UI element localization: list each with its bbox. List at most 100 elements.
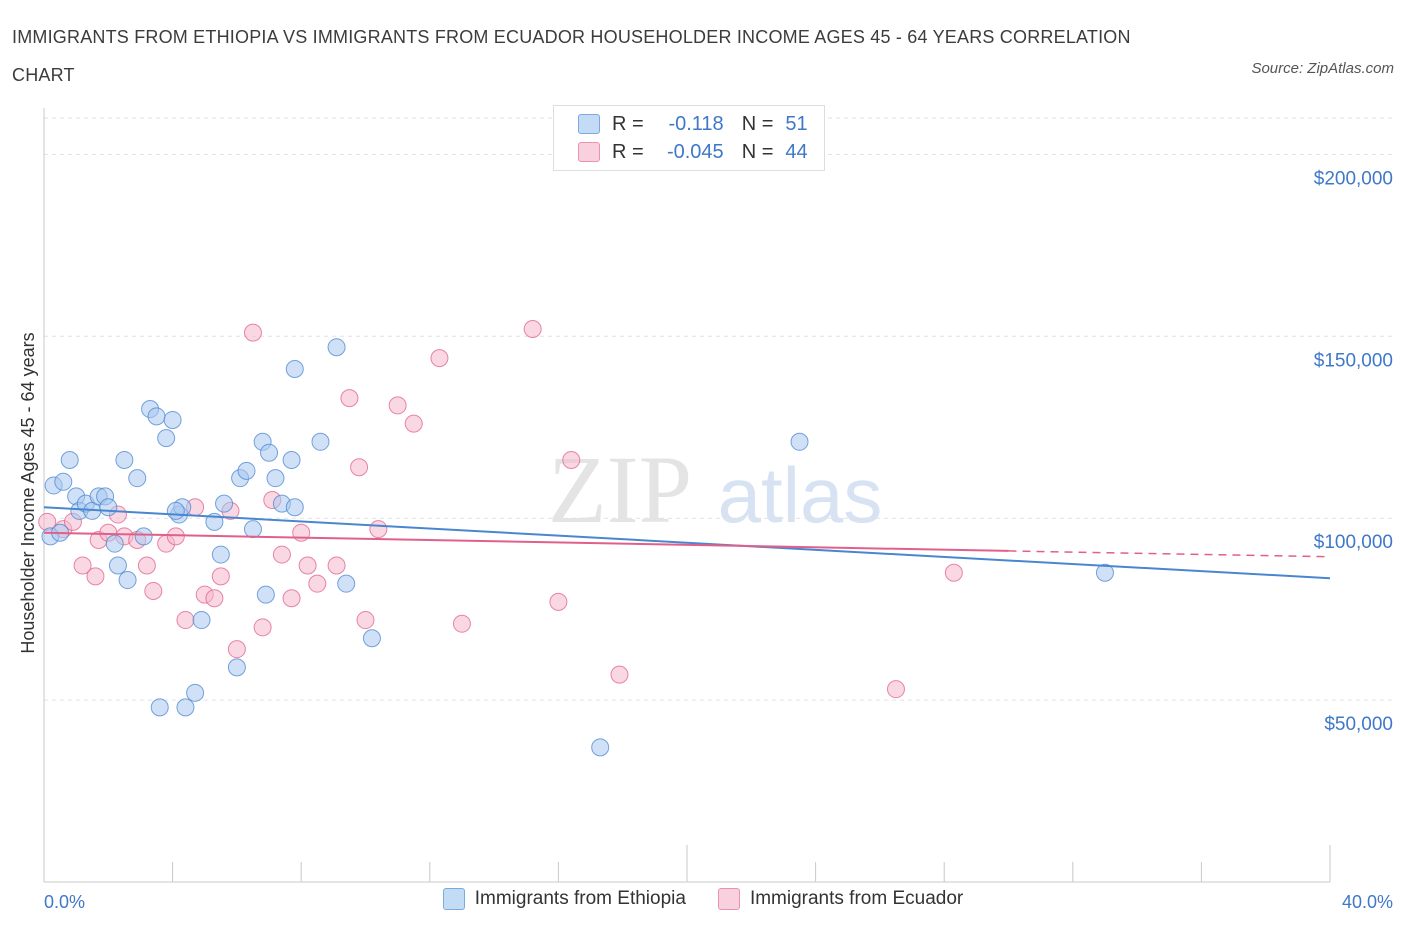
scatter-point	[256, 585, 275, 604]
scatter-point	[591, 738, 610, 757]
x-tick-label-right: 40.0%	[1342, 892, 1393, 912]
scatter-point	[260, 443, 279, 462]
grid-lines	[44, 117, 1393, 701]
y-tick-labels: $50,000 $100,000 $150,000 $200,000	[1314, 168, 1393, 735]
scatter-point	[266, 469, 285, 488]
scatter-point	[523, 320, 542, 339]
scatter-point	[147, 407, 166, 426]
scatter-point	[362, 629, 381, 648]
n-value-ethiopia: 51	[785, 112, 808, 135]
scatter-point	[285, 360, 304, 379]
legend-label-ethiopia: Immigrants from Ethiopia	[474, 888, 686, 909]
scatter-point	[388, 396, 407, 415]
scatter-point	[205, 589, 224, 608]
trend-line	[43, 506, 1331, 580]
scatter-point	[150, 698, 169, 717]
x-tick-label-left: 0.0%	[44, 892, 85, 912]
scatter-point	[298, 556, 317, 575]
series-ethiopia-points	[41, 338, 1114, 757]
scatter-point	[163, 410, 182, 429]
scatter-point	[243, 323, 262, 342]
scatter-point	[356, 611, 375, 630]
scatter-point	[308, 574, 327, 593]
scatter-point	[144, 581, 163, 600]
scatter-point	[253, 618, 272, 637]
y-tick-label: $100,000	[1314, 532, 1393, 553]
y-tick-label: $50,000	[1324, 714, 1393, 735]
scatter-point	[227, 640, 246, 659]
ecuador-swatch	[578, 142, 600, 162]
chart-title: IMMIGRANTS FROM ETHIOPIA VS IMMIGRANTS F…	[12, 27, 1131, 85]
ethiopia-legend-swatch	[442, 888, 465, 910]
scatter-point	[99, 498, 118, 517]
scatter-point	[192, 611, 211, 630]
scatter-point	[105, 534, 124, 553]
r-value-ecuador: -0.045	[666, 140, 724, 163]
scatter-point	[128, 469, 147, 488]
scatter-point	[282, 450, 301, 469]
scatter-point	[115, 450, 134, 469]
scatter-point	[157, 429, 176, 448]
ethiopia-swatch	[578, 114, 600, 134]
scatter-point	[118, 571, 137, 590]
n-label: N =	[741, 112, 774, 135]
ecuador-legend-swatch	[717, 888, 740, 910]
source-label: Source: ZipAtlas.com	[1251, 60, 1394, 77]
scatter-point	[134, 527, 153, 546]
n-label: N =	[741, 140, 774, 163]
r-value-ethiopia: -0.118	[668, 112, 724, 135]
stats-row-ethiopia: R = -0.118 N = 51	[578, 110, 808, 138]
scatter-point	[176, 611, 195, 630]
scatter-point	[285, 498, 304, 517]
scatter-point	[272, 545, 291, 564]
scatter-point	[340, 389, 359, 408]
trend-line	[43, 531, 1009, 552]
y-axis-label: Householder Income Ages 45 - 64 years	[18, 332, 38, 653]
scatter-point	[610, 665, 629, 684]
scatter-point	[337, 574, 356, 593]
stats-legend: R = -0.118 N = 51 R = -0.045 N = 44	[553, 105, 825, 171]
scatter-point	[430, 349, 449, 368]
legend-item-ethiopia[interactable]: Immigrants from Ethiopia	[442, 888, 686, 910]
scatter-point	[369, 520, 388, 539]
series-ecuador-points	[38, 320, 963, 699]
scatter-point	[311, 432, 330, 451]
scatter-point	[186, 683, 205, 702]
legend-item-ecuador[interactable]: Immigrants from Ecuador	[717, 888, 964, 910]
r-label: R =	[612, 112, 644, 135]
scatter-point	[243, 520, 262, 539]
scatter-point	[282, 589, 301, 608]
scatter-point	[60, 450, 79, 469]
scatter-point	[54, 472, 73, 491]
legend-label-ecuador: Immigrants from Ecuador	[749, 888, 964, 909]
scatter-point	[176, 698, 195, 717]
stats-row-ecuador: R = -0.045 N = 44	[578, 138, 808, 166]
scatter-point	[327, 338, 346, 357]
scatter-point	[886, 680, 905, 699]
scatter-point	[549, 592, 568, 611]
trend-line-extension	[1008, 550, 1331, 558]
series-legend: Immigrants from Ethiopia Immigrants from…	[0, 888, 1406, 910]
scatter-point	[562, 450, 581, 469]
scatter-point	[211, 567, 230, 586]
scatter-point	[1095, 563, 1114, 582]
scatter-point	[108, 556, 127, 575]
scatter-point	[86, 567, 105, 586]
trend-lines	[43, 506, 1331, 580]
scatter-point	[215, 494, 234, 513]
watermark: ZIP atlas	[548, 436, 882, 543]
scatter-point	[137, 556, 156, 575]
r-label: R =	[612, 140, 644, 163]
scatter-point	[350, 458, 369, 477]
scatter-point	[237, 461, 256, 480]
scatter-point	[452, 614, 471, 633]
scatter-point	[166, 501, 185, 520]
y-tick-label: $200,000	[1314, 168, 1393, 189]
axes	[43, 108, 1331, 883]
scatter-point	[73, 556, 92, 575]
n-value-ecuador: 44	[785, 140, 808, 163]
scatter-point	[790, 432, 809, 451]
scatter-point	[404, 414, 423, 433]
scatter-point	[211, 545, 230, 564]
